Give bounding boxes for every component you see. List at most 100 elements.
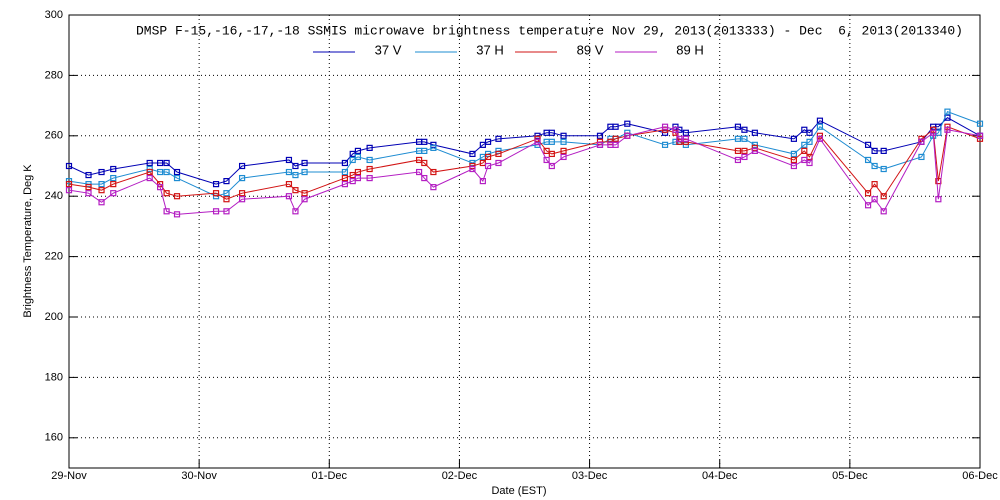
point-marker [223,196,230,203]
y-tick-label: 220 [45,251,63,263]
point-marker [85,184,92,191]
point-marker [560,132,567,139]
point-marker [918,138,925,145]
point-marker [864,156,872,164]
point-marker [146,168,153,176]
point-marker [421,147,428,154]
point-marker [65,162,73,170]
point-marker [341,168,349,176]
plot-frame [68,14,981,469]
point-marker [871,181,878,188]
point-marker [354,168,362,176]
point-marker [495,159,502,167]
y-tick-label: 160 [45,432,63,444]
point-marker [944,126,951,133]
point-marker [484,162,492,170]
point-marker [534,138,541,145]
point-marker [238,162,246,170]
point-marker [285,181,293,188]
y-tick-label: 260 [45,130,63,142]
point-marker [484,153,492,161]
point-marker [85,171,92,179]
point-marker [495,150,502,158]
point-marker [806,138,813,145]
point-marker [163,190,170,197]
point-marker [734,156,742,164]
point-marker [790,150,797,158]
point-marker [238,190,246,197]
point-marker [816,123,824,130]
point-marker [734,123,742,130]
point-marker [415,168,423,176]
point-marker [65,181,73,188]
point-marker [98,187,105,194]
point-marker [98,199,105,206]
y-tick-label: 200 [45,311,63,323]
point-marker [548,138,555,145]
point-marker [110,165,117,173]
point-marker [880,165,887,173]
point-marker [238,174,246,182]
point-marker [560,153,567,161]
y-tick-label: 180 [45,371,63,383]
legend-label: 37 V [375,42,402,57]
point-marker [285,193,293,200]
point-marker [421,174,428,182]
x-tick-label: 29-Nov [51,470,87,482]
x-tick-label: 02-Dec [442,470,478,482]
point-marker [163,159,170,167]
point-marker [238,196,246,203]
point-marker [146,159,153,167]
point-marker [479,178,486,185]
point-marker [871,196,878,203]
point-marker [65,187,73,194]
point-marker [741,147,748,154]
point-marker [366,156,373,164]
point-marker [469,165,476,173]
point-marker [976,132,984,139]
point-marker [341,174,349,182]
point-marker [682,135,689,142]
point-marker [163,208,170,215]
point-marker [366,174,373,182]
point-marker [624,132,631,139]
y-axis-label: Brightness Temperature, Deg K [22,164,34,318]
point-marker [790,135,797,142]
point-marker [548,162,555,170]
point-marker [285,156,293,164]
point-marker [301,196,308,203]
x-tick-label: 30-Nov [181,470,217,482]
point-marker [301,168,308,176]
series-line [68,111,981,197]
point-marker [806,159,813,167]
point-marker [734,147,742,154]
point-marker [292,162,299,170]
point-marker [341,159,349,167]
legend-label: 37 H [476,42,503,57]
point-marker [430,168,437,176]
point-marker [110,181,117,188]
point-marker [421,159,428,167]
point-marker [624,120,631,127]
point-marker [548,150,555,158]
y-tick-label: 300 [45,9,63,21]
point-marker [612,135,619,142]
point-marker [880,193,887,200]
point-marker [864,190,872,197]
point-marker [163,168,170,176]
point-marker [548,129,555,136]
point-marker [790,162,797,170]
legend-label: 89 H [676,42,703,57]
x-tick-label: 05-Dec [832,470,868,482]
point-marker [543,156,550,164]
point-marker [173,168,181,176]
point-marker [223,190,230,197]
point-marker [292,171,299,179]
point-marker [212,181,220,188]
point-marker [421,138,428,145]
point-marker [85,190,92,197]
point-marker [212,208,220,215]
point-marker [341,181,349,188]
